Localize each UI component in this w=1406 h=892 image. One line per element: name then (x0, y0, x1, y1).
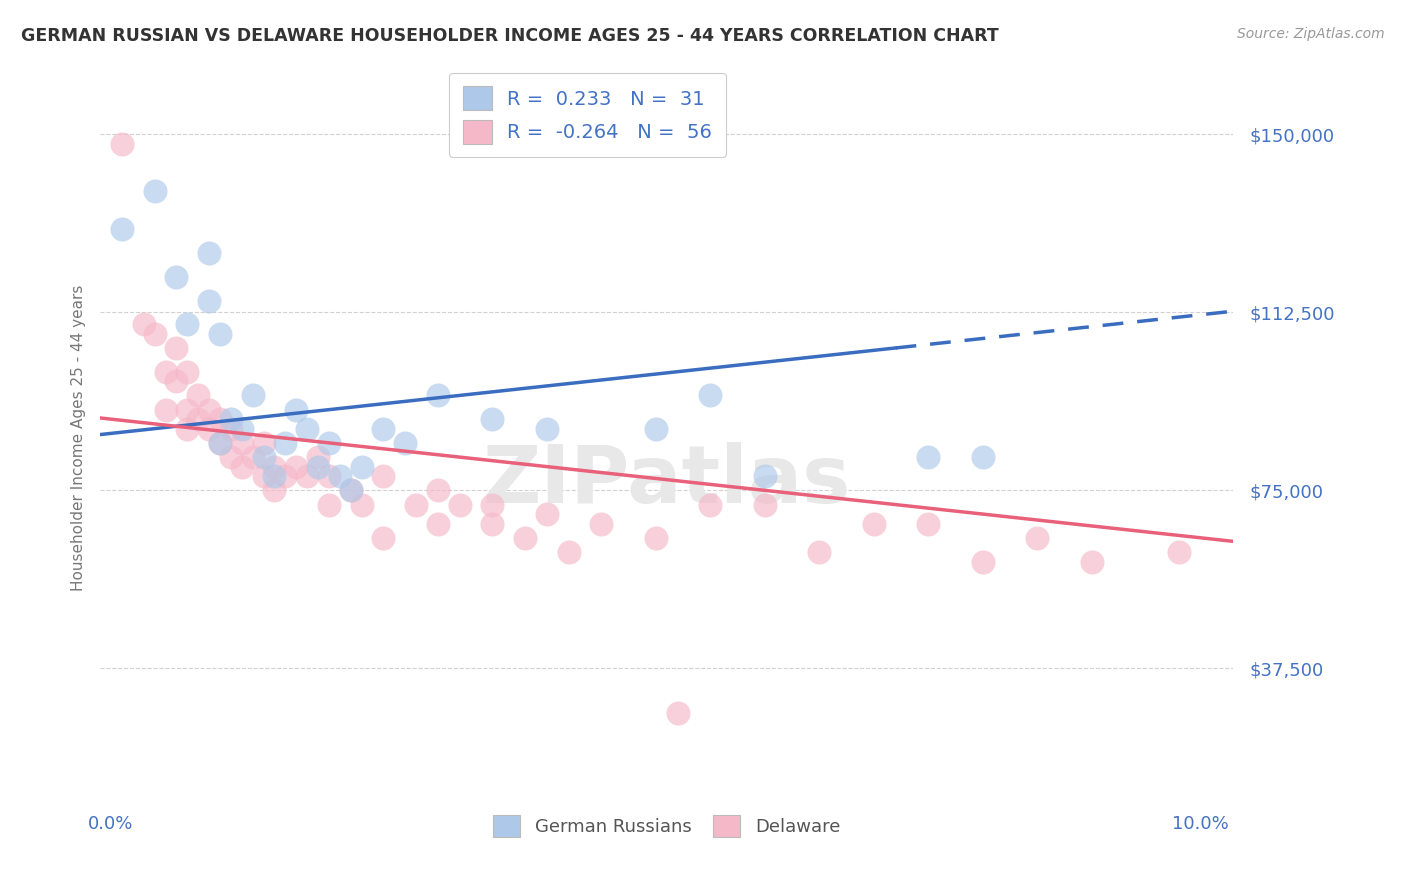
Point (536, 422, 558, 436)
Point (176, 402, 198, 417)
Point (132, 317, 155, 331)
Point (274, 469, 297, 483)
Point (557, 545, 579, 559)
Point (263, 469, 285, 483)
Point (318, 469, 340, 483)
Point (231, 422, 253, 436)
Point (536, 507, 558, 521)
Point (481, 516, 503, 531)
Point (426, 516, 449, 531)
Point (208, 326, 231, 341)
Point (165, 374, 187, 388)
Point (252, 436, 274, 450)
Point (1026, 531, 1049, 545)
Y-axis label: Householder Income Ages 25 - 44 years: Householder Income Ages 25 - 44 years (72, 285, 86, 591)
Point (285, 459, 308, 474)
Point (972, 555, 994, 569)
Point (198, 402, 221, 417)
Point (666, 706, 689, 721)
Point (111, 222, 134, 236)
Point (285, 402, 308, 417)
Point (155, 402, 177, 417)
Point (644, 531, 666, 545)
Point (426, 483, 449, 498)
Point (1080, 555, 1102, 569)
Point (699, 498, 721, 512)
Point (350, 459, 373, 474)
Point (405, 498, 427, 512)
Point (307, 459, 329, 474)
Point (231, 436, 253, 450)
Point (295, 422, 318, 436)
Point (252, 450, 274, 464)
Point (917, 516, 939, 531)
Point (187, 388, 209, 402)
Point (481, 412, 503, 426)
Point (318, 498, 340, 512)
Point (339, 483, 361, 498)
Point (143, 185, 166, 199)
Text: ZIPatlas: ZIPatlas (482, 442, 851, 520)
Point (231, 459, 253, 474)
Point (513, 531, 536, 545)
Point (208, 436, 231, 450)
Point (111, 136, 134, 151)
Point (176, 365, 198, 379)
Point (242, 450, 264, 464)
Point (373, 531, 395, 545)
Point (373, 469, 395, 483)
Point (198, 293, 221, 308)
Point (808, 545, 831, 559)
Point (350, 498, 373, 512)
Point (1167, 545, 1189, 559)
Point (972, 450, 994, 464)
Point (373, 422, 395, 436)
Point (329, 469, 352, 483)
Point (242, 388, 264, 402)
Point (754, 498, 776, 512)
Point (176, 317, 198, 331)
Point (263, 483, 285, 498)
Point (263, 459, 285, 474)
Point (449, 498, 471, 512)
Point (426, 388, 449, 402)
Point (699, 388, 721, 402)
Point (862, 516, 884, 531)
Point (219, 412, 242, 426)
Point (318, 436, 340, 450)
Point (252, 469, 274, 483)
Point (155, 365, 177, 379)
Point (219, 422, 242, 436)
Point (143, 326, 166, 341)
Point (591, 516, 613, 531)
Point (644, 422, 666, 436)
Point (165, 269, 187, 284)
Point (219, 450, 242, 464)
Text: GERMAN RUSSIAN VS DELAWARE HOUSEHOLDER INCOME AGES 25 - 44 YEARS CORRELATION CHA: GERMAN RUSSIAN VS DELAWARE HOUSEHOLDER I… (21, 27, 998, 45)
Point (187, 412, 209, 426)
Point (917, 450, 939, 464)
Point (295, 469, 318, 483)
Text: Source: ZipAtlas.com: Source: ZipAtlas.com (1237, 27, 1385, 41)
Point (165, 341, 187, 355)
Point (198, 422, 221, 436)
Point (754, 469, 776, 483)
Point (307, 450, 329, 464)
Legend: German Russians, Delaware: German Russians, Delaware (486, 807, 848, 844)
Point (198, 246, 221, 260)
Point (274, 436, 297, 450)
Point (481, 498, 503, 512)
Point (208, 436, 231, 450)
Point (176, 422, 198, 436)
Point (339, 483, 361, 498)
Point (394, 436, 416, 450)
Point (208, 412, 231, 426)
